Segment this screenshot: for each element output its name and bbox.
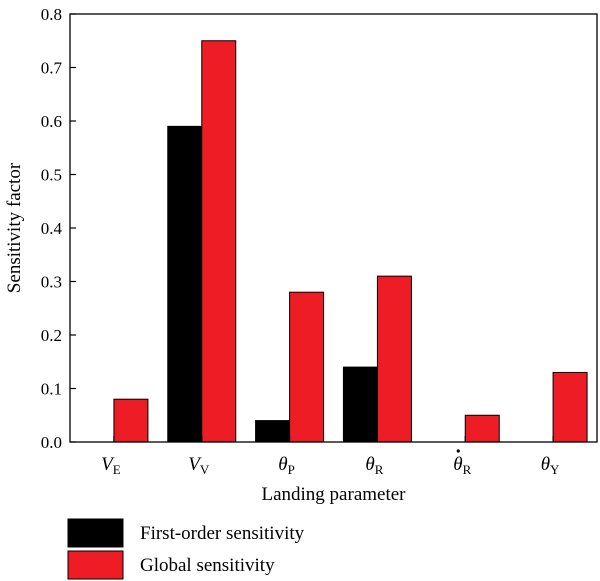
x-tick-label: VV (188, 454, 210, 477)
bar-global-5 (552, 371, 588, 443)
x-tick-label-text: θP (278, 454, 295, 477)
x-tick-label: VE (101, 454, 121, 477)
bar-global-3 (376, 275, 412, 443)
y-tick-label: 0.6 (41, 112, 62, 131)
x-tick-label: θR (453, 449, 472, 477)
dot-accent-mark (456, 449, 460, 453)
x-tick-label: θR (365, 454, 383, 477)
x-tick-label-text: VE (101, 454, 121, 477)
bar-global-0 (113, 398, 149, 443)
y-tick-label: 0.2 (41, 326, 62, 345)
y-tick-label: 0.8 (41, 5, 62, 24)
y-tick-label: 0.1 (41, 380, 62, 399)
legend: First-order sensitivity Global sensitivit… (67, 518, 305, 580)
y-tick-label: 0.3 (41, 273, 62, 292)
y-tick-label: 0.5 (41, 166, 62, 185)
y-axis-label: Sensitivity factor (4, 162, 25, 293)
legend-swatch-first-order (67, 518, 124, 548)
x-tick-label: θY (541, 454, 560, 477)
x-axis-label: Landing parameter (261, 484, 406, 505)
legend-label-global: Global sensitivity (140, 555, 275, 576)
x-tick-label-text: θR (453, 454, 471, 477)
x-tick-label-text: θY (541, 454, 560, 477)
legend-label-first-order: First-order sensitivity (140, 523, 305, 544)
plot-area (69, 13, 598, 443)
y-axis: 0.0 0.1 0.2 0.3 0.4 0.5 0.6 0.7 0.8 (41, 5, 76, 452)
x-tick-label-text: θR (365, 454, 383, 477)
bar-first-order-1 (167, 125, 203, 443)
x-tick-label-text: VV (188, 454, 210, 477)
y-tick-label: 0.4 (41, 219, 63, 238)
bar-global-4 (464, 414, 500, 443)
x-axis: VE VV θP θR θR θY (101, 436, 560, 477)
bar-global-1 (201, 40, 237, 443)
legend-swatch-global (67, 550, 124, 580)
bar-global-2 (289, 291, 325, 443)
y-tick-label: 0.0 (41, 433, 62, 452)
x-tick-label: θP (278, 454, 295, 477)
plot-frame (69, 13, 598, 443)
bar-first-order-2 (255, 420, 291, 443)
y-tick-label: 0.7 (41, 59, 63, 78)
bar-first-order-3 (342, 366, 378, 443)
